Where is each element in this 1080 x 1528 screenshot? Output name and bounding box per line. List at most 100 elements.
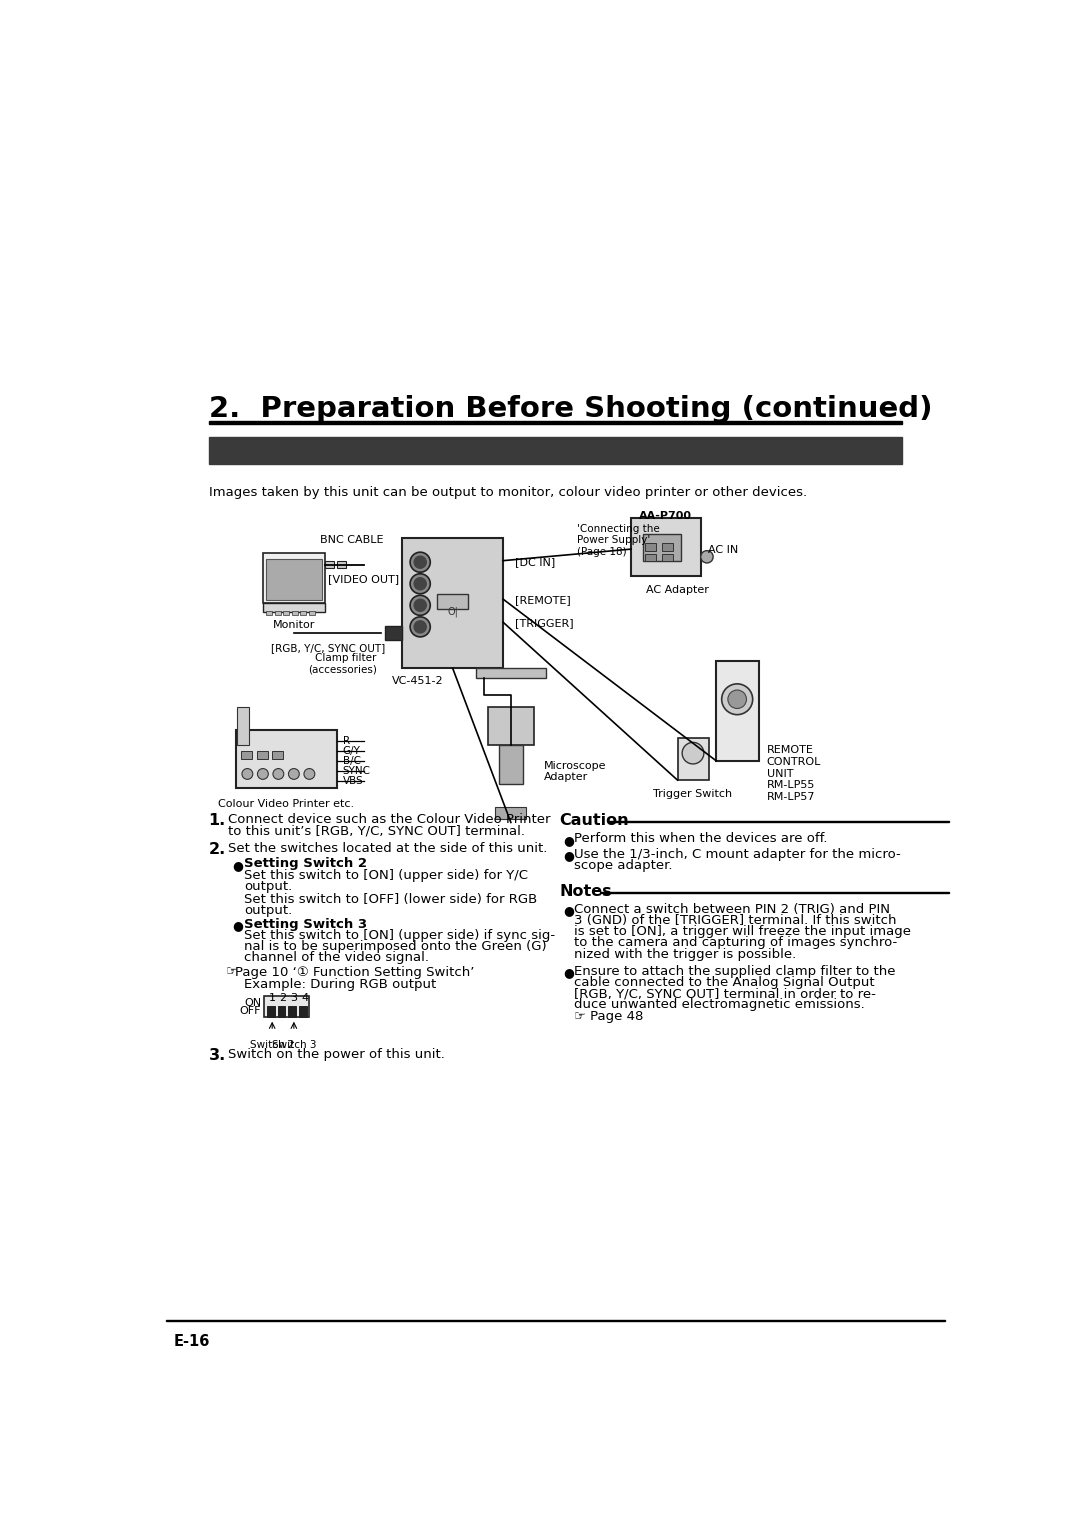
Bar: [241, 750, 252, 758]
Bar: [476, 668, 545, 678]
Text: Connecting Through Analogue Output: Connecting Through Analogue Output: [221, 440, 622, 460]
Bar: [265, 996, 309, 1018]
Bar: [278, 1007, 285, 1018]
Text: REMOTE
CONTROL
UNIT
RM-LP55
RM-LP57: REMOTE CONTROL UNIT RM-LP55 RM-LP57: [767, 746, 821, 802]
Text: OFF: OFF: [240, 1005, 261, 1016]
Text: Use the 1/3-inch, C mount adapter for the micro-: Use the 1/3-inch, C mount adapter for th…: [573, 848, 901, 860]
Bar: [645, 542, 656, 550]
Text: Set the switches located at the side of this unit.: Set the switches located at the side of …: [228, 842, 548, 854]
Bar: [677, 738, 708, 781]
Text: [REMOTE]: [REMOTE]: [515, 596, 570, 605]
Text: ●: ●: [563, 905, 573, 917]
Bar: [274, 611, 281, 616]
Text: duce unwanted electromagnetic emissions.: duce unwanted electromagnetic emissions.: [573, 998, 864, 1012]
Bar: [488, 707, 535, 746]
Text: Ensure to attach the supplied clamp filter to the: Ensure to attach the supplied clamp filt…: [573, 964, 895, 978]
Text: Setting Switch 3: Setting Switch 3: [244, 918, 367, 931]
Circle shape: [414, 578, 427, 590]
Text: Images taken by this unit can be output to monitor, colour video printer or othe: Images taken by this unit can be output …: [208, 486, 807, 500]
Text: Setting Switch 2: Setting Switch 2: [244, 857, 367, 871]
Text: 2.: 2.: [208, 842, 226, 857]
Bar: [403, 538, 503, 668]
Text: Example: During RGB output: Example: During RGB output: [244, 978, 436, 992]
Text: [RGB, Y/C, SYNC OUT]: [RGB, Y/C, SYNC OUT]: [271, 643, 384, 652]
Text: scope adapter.: scope adapter.: [573, 859, 672, 872]
Text: ●: ●: [232, 859, 243, 872]
Text: AA-P700: AA-P700: [639, 510, 692, 521]
Text: output.: output.: [244, 880, 293, 892]
Text: 'Connecting the
Power Supply'
(Page 18): 'Connecting the Power Supply' (Page 18): [577, 524, 660, 556]
Text: Microscope
Adapter: Microscope Adapter: [543, 761, 606, 782]
Bar: [272, 750, 283, 758]
Text: 2.  Preparation Before Shooting (continued): 2. Preparation Before Shooting (continue…: [208, 396, 932, 423]
Text: Connect a switch between PIN 2 (TRIG) and PIN: Connect a switch between PIN 2 (TRIG) an…: [573, 903, 890, 915]
Text: E-16: E-16: [174, 1334, 211, 1349]
Text: cable connected to the Analog Signal Output: cable connected to the Analog Signal Out…: [573, 976, 875, 989]
Bar: [384, 626, 402, 640]
Circle shape: [242, 769, 253, 779]
Text: Connect device such as the Colour Video Printer: Connect device such as the Colour Video …: [228, 813, 551, 827]
Circle shape: [257, 769, 268, 779]
Text: Set this switch to [ON] (upper side) if sync sig-: Set this switch to [ON] (upper side) if …: [244, 929, 555, 943]
Bar: [496, 807, 526, 819]
Bar: [266, 559, 322, 601]
Circle shape: [728, 691, 746, 709]
Circle shape: [410, 573, 430, 594]
Bar: [299, 1007, 307, 1018]
Circle shape: [414, 620, 427, 633]
Text: R: R: [342, 736, 350, 746]
Text: B/C: B/C: [342, 756, 361, 766]
Text: O|: O|: [447, 607, 458, 617]
Bar: [208, 437, 902, 465]
Bar: [288, 1007, 296, 1018]
Text: [DC IN]: [DC IN]: [515, 556, 555, 567]
Text: SYNC: SYNC: [342, 766, 370, 776]
Text: Colour Video Printer etc.: Colour Video Printer etc.: [218, 799, 354, 808]
Circle shape: [414, 556, 427, 568]
Text: output.: output.: [244, 903, 293, 917]
Text: [VIDEO OUT]: [VIDEO OUT]: [328, 575, 400, 585]
Text: AC Adapter: AC Adapter: [647, 585, 710, 596]
Text: 3.: 3.: [208, 1048, 226, 1063]
Text: Notes: Notes: [559, 885, 612, 898]
Bar: [235, 730, 337, 788]
Text: ON: ON: [244, 998, 261, 1008]
Bar: [437, 594, 469, 610]
Bar: [266, 611, 272, 616]
Circle shape: [721, 685, 753, 715]
Bar: [208, 422, 902, 423]
Text: channel of the video signal.: channel of the video signal.: [244, 952, 429, 964]
Bar: [257, 750, 268, 758]
Text: nal is to be superimposed onto the Green (G): nal is to be superimposed onto the Green…: [244, 940, 546, 953]
Text: AC IN: AC IN: [708, 545, 739, 555]
Bar: [262, 604, 325, 613]
Circle shape: [273, 769, 284, 779]
Bar: [292, 611, 298, 616]
Text: ●: ●: [563, 850, 573, 862]
Circle shape: [288, 769, 299, 779]
Text: ●: ●: [563, 834, 573, 847]
Text: VC-451-2: VC-451-2: [392, 677, 444, 686]
Text: 2: 2: [280, 993, 286, 1002]
Text: 1: 1: [269, 993, 275, 1002]
Text: 3: 3: [291, 993, 297, 1002]
Circle shape: [410, 552, 430, 571]
Text: ☞ Page 48: ☞ Page 48: [573, 1010, 643, 1022]
Text: Clamp filter
(accessories): Clamp filter (accessories): [308, 652, 377, 675]
Bar: [716, 660, 759, 761]
Circle shape: [683, 743, 704, 764]
Text: Set this switch to [ON] (upper side) for Y/C: Set this switch to [ON] (upper side) for…: [244, 868, 528, 882]
Text: 4: 4: [301, 993, 308, 1002]
Bar: [643, 533, 681, 561]
Text: ☞: ☞: [226, 966, 238, 978]
Text: Perform this when the devices are off.: Perform this when the devices are off.: [573, 833, 827, 845]
Bar: [662, 553, 673, 561]
Text: 3 (GND) of the [TRIGGER] terminal. If this switch: 3 (GND) of the [TRIGGER] terminal. If th…: [573, 914, 896, 927]
Text: to this unit’s [RGB, Y/C, SYNC OUT] terminal.: to this unit’s [RGB, Y/C, SYNC OUT] term…: [228, 825, 525, 837]
Circle shape: [701, 550, 713, 562]
Bar: [283, 611, 289, 616]
Bar: [325, 561, 334, 568]
Text: ●: ●: [232, 920, 243, 932]
Text: nized with the trigger is possible.: nized with the trigger is possible.: [573, 947, 796, 961]
Bar: [499, 746, 523, 784]
